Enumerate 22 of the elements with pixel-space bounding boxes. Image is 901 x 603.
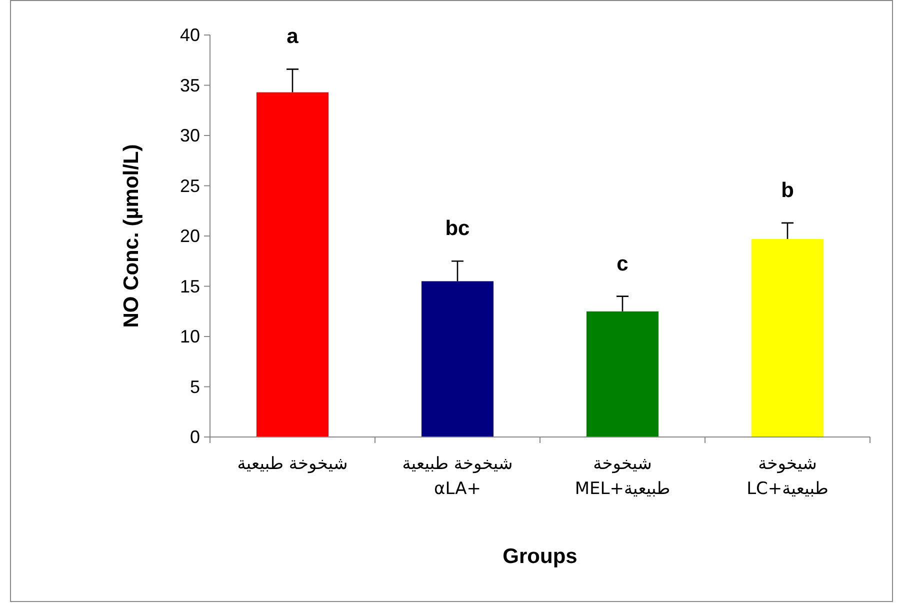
annotation: b [781,178,794,202]
annotation: c [616,252,629,276]
y-tick-label: 25 [180,176,200,196]
x-tick-label: شيخوخة طبيعية [237,454,348,474]
bar [752,239,824,437]
y-tick-label: 10 [180,326,200,346]
y-tick-label: 15 [180,276,200,296]
x-axis-title: Groups [502,545,578,568]
y-tick-label: 0 [190,427,200,447]
y-tick-label: 30 [180,126,200,146]
bar [256,92,328,437]
annotation: a [286,25,299,48]
bar [586,311,658,437]
y-tick-label: 40 [180,25,200,45]
bar [422,281,494,437]
y-axis-title: NO Conc. (µmol/L) [120,144,143,328]
y-tick-label: 35 [180,75,200,96]
y-tick-label: 20 [180,226,200,246]
x-tick-label: شيخوخة طبيعية+MEL [574,454,670,499]
x-tick-label: شيخوخة طبيعية+LC [746,454,828,499]
y-tick-label: 5 [190,376,200,397]
annotation: bc [445,217,470,240]
